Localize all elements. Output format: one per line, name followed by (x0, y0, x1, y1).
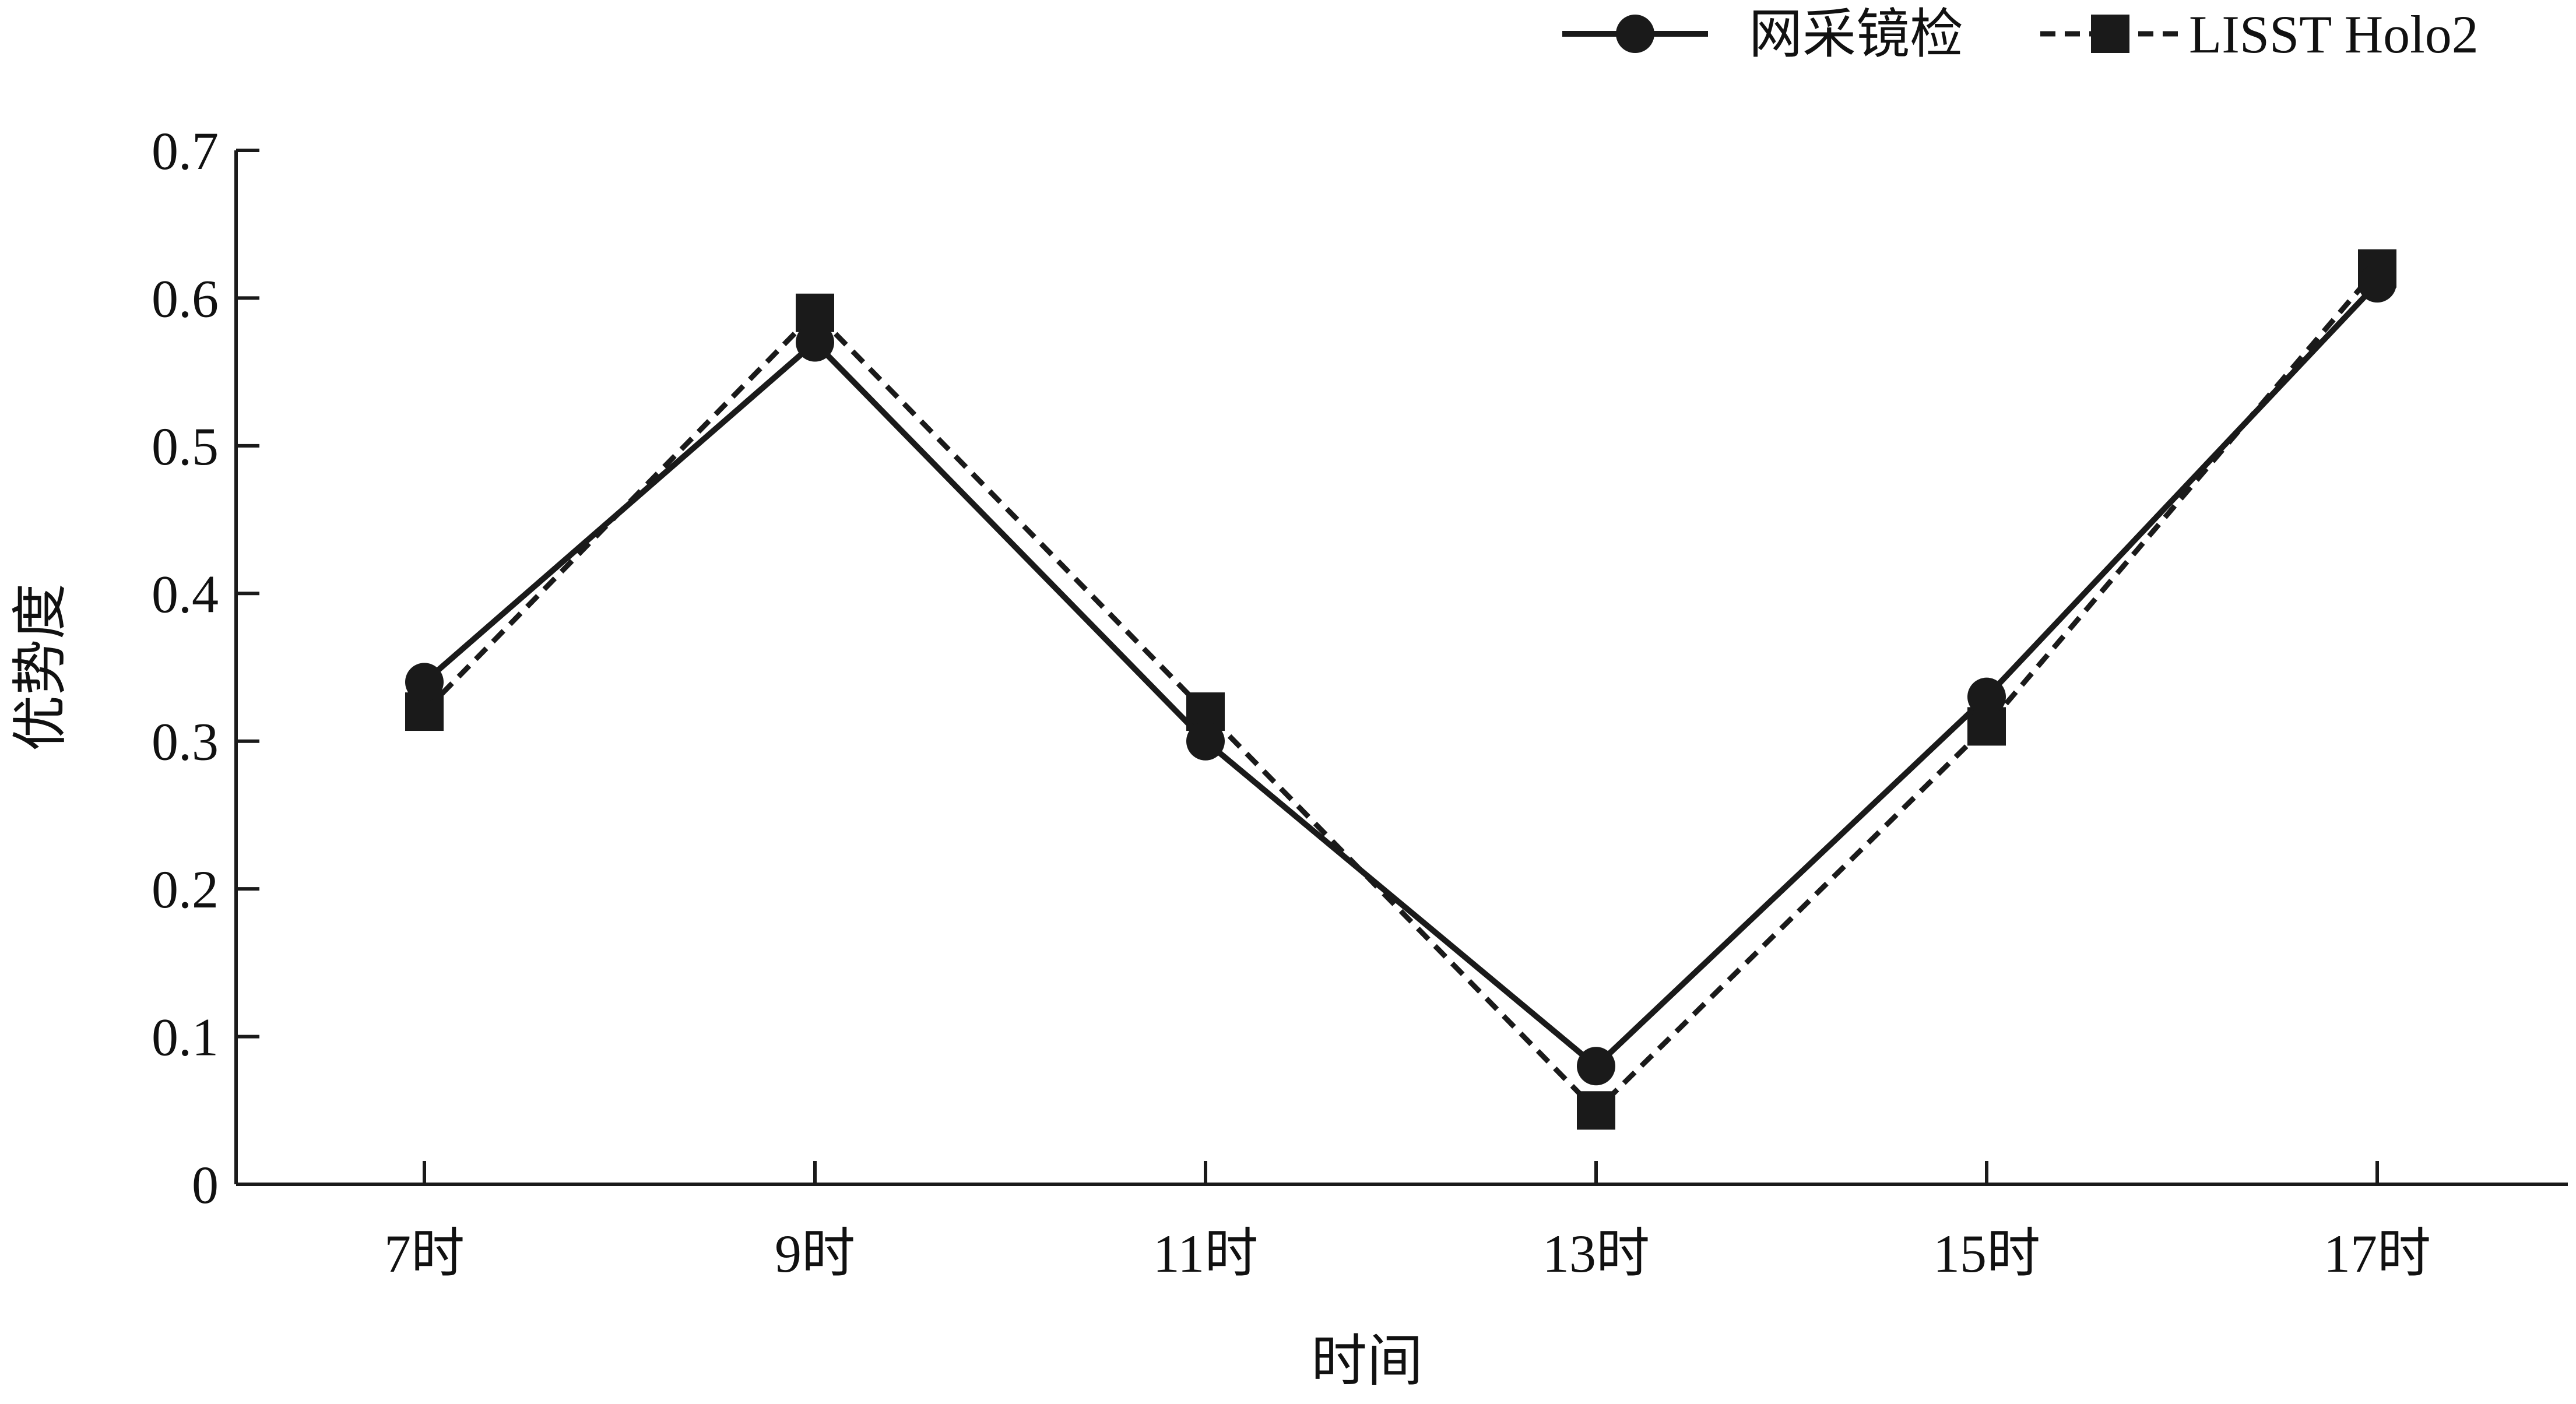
series-line (422, 281, 2380, 1070)
data-point (2358, 264, 2396, 303)
y-tick-label: 0.5 (152, 417, 219, 476)
data-point (405, 663, 444, 702)
data-point (1577, 1091, 1615, 1130)
y-tick-label: 0.3 (152, 712, 219, 772)
legend-label: 网采镜检 (1749, 5, 1963, 64)
x-tick-label: 7时 (384, 1224, 465, 1283)
data-point (1186, 722, 1225, 761)
data-point (796, 323, 834, 362)
x-tick-label: 11时 (1153, 1224, 1259, 1283)
x-tick-label: 13时 (1542, 1224, 1650, 1283)
data-point (1577, 1047, 1615, 1086)
y-tick-label: 0.4 (152, 564, 219, 624)
legend-marker (1616, 15, 1654, 53)
y-tick-label: 0.7 (152, 121, 219, 181)
series-0 (405, 264, 2396, 1086)
y-tick-label: 0.1 (152, 1008, 219, 1067)
y-tick-label: 0.2 (152, 860, 219, 919)
x-axis-title: 时间 (1311, 1330, 1423, 1392)
axes: 0 0.1 0.2 0.3 0.4 0.5 0.6 0.7 7时 9时 11时 13时 15时 17时 (152, 121, 2568, 1283)
data-point (1967, 677, 2006, 716)
legend: 网采镜检 LISST Holo2 (1562, 5, 2479, 64)
x-tick-label: 15时 (1933, 1224, 2040, 1283)
y-tick-label: 0 (192, 1155, 219, 1215)
legend-marker (2091, 15, 2129, 53)
y-tick-label: 0.6 (152, 269, 219, 328)
legend-label: LISST Holo2 (2189, 5, 2479, 64)
legend-item-1: LISST Holo2 (2040, 5, 2479, 64)
legend-item-0: 网采镜检 (1562, 5, 1963, 64)
series-layer (405, 249, 2396, 1130)
x-tick-label: 9时 (775, 1224, 855, 1283)
x-tick-label: 17时 (2324, 1224, 2431, 1283)
y-axis-title: 优势度 (9, 583, 72, 751)
series-line (422, 266, 2380, 1114)
series-1 (405, 249, 2396, 1130)
